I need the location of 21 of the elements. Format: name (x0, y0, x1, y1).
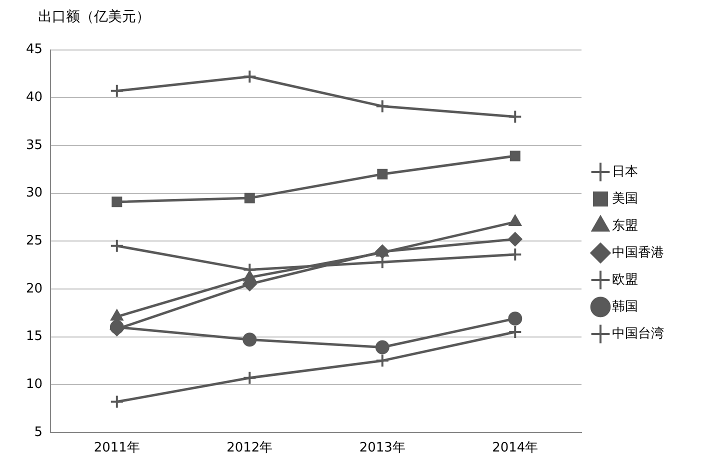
y-axis-title: 出口额（亿美元） (37, 8, 151, 27)
y-tick-label: 40 (26, 90, 43, 105)
y-tick-label: 20 (26, 281, 43, 296)
legend-label: 欧盟 (612, 272, 638, 288)
x-tick-label: 2013年 (359, 440, 406, 456)
y-tick-label: 30 (26, 186, 43, 201)
legend-label: 东盟 (612, 218, 638, 234)
y-tick-label: 5 (34, 424, 43, 440)
y-tick-label: 25 (26, 233, 43, 248)
legend-label: 美国 (612, 190, 638, 206)
legend-label: 韩国 (612, 299, 638, 314)
y-tick-label: 10 (26, 376, 43, 392)
legend-label: 中国香港 (612, 245, 664, 260)
y-tick-label: 45 (26, 42, 43, 58)
y-tick-label: 15 (26, 329, 43, 344)
y-tick-label: 35 (26, 138, 43, 153)
legend-label: 日本 (612, 164, 638, 180)
legend-label: 中国台湾 (612, 325, 664, 342)
x-tick-label: 2011年 (94, 440, 140, 456)
x-tick-label: 2012年 (226, 440, 273, 456)
x-tick-label: 2014年 (492, 440, 538, 456)
